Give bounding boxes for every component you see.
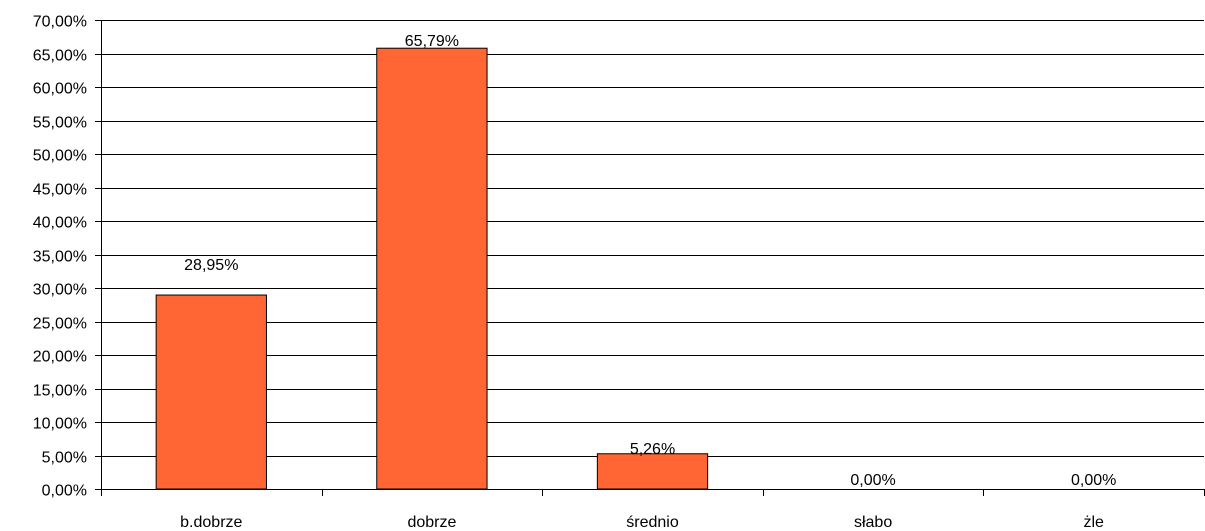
bar <box>155 294 267 490</box>
y-tick-label: 15,00% <box>33 383 87 400</box>
x-category-label: średnio <box>626 514 679 531</box>
y-tick-label: 65,00% <box>33 48 87 65</box>
y-tick-label: 55,00% <box>33 115 87 132</box>
data-label: 5,26% <box>630 441 675 458</box>
bar <box>596 453 709 490</box>
y-tick-label: 45,00% <box>33 182 87 199</box>
bar <box>376 47 488 490</box>
x-category-label: słabo <box>854 514 892 531</box>
data-labels: 28,95% 65,79% 5,26% 0,00% 0,00% <box>184 33 1116 489</box>
x-category-label: b.dobrze <box>180 514 242 531</box>
y-tick-label: 5,00% <box>42 450 87 467</box>
bars <box>155 47 709 490</box>
data-label: 0,00% <box>1071 472 1116 489</box>
y-axis-ticks: 0,00% 5,00% 10,00% 15,00% 20,00% 25,00% 30,00%… <box>33 14 101 500</box>
x-axis-categories: b.dobrze dobrze średnio słabo żle <box>180 514 1104 531</box>
y-tick-label: 60,00% <box>33 81 87 98</box>
y-tick-label: 50,00% <box>33 148 87 165</box>
y-tick-label: 35,00% <box>33 249 87 266</box>
gridlines <box>101 20 1204 490</box>
y-tick-label: 10,00% <box>33 416 87 433</box>
data-label: 28,95% <box>184 257 238 274</box>
data-label: 0,00% <box>850 472 895 489</box>
axes <box>101 20 1205 496</box>
x-category-label: dobrze <box>407 514 456 531</box>
x-category-label: żle <box>1083 514 1104 531</box>
y-tick-label: 70,00% <box>33 14 87 31</box>
y-tick-label: 30,00% <box>33 282 87 299</box>
y-tick-label: 20,00% <box>33 349 87 366</box>
y-tick-label: 40,00% <box>33 215 87 232</box>
data-label: 65,79% <box>405 33 459 50</box>
y-tick-label: 25,00% <box>33 316 87 333</box>
y-tick-label: 0,00% <box>42 483 87 500</box>
